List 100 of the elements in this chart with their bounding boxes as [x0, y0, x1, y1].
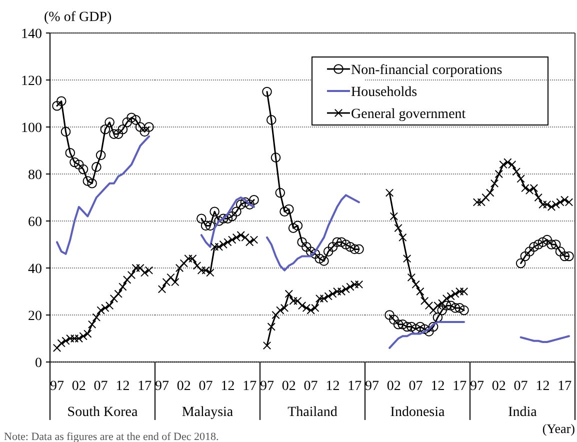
point [415, 322, 426, 332]
point [96, 150, 106, 160]
point [87, 178, 97, 188]
point [56, 96, 66, 106]
x-tick-label: 17 [452, 379, 467, 394]
x-tick-label: 02 [492, 379, 506, 394]
point [402, 322, 412, 332]
point [494, 170, 504, 178]
x-tick-label: 07 [198, 379, 213, 394]
point [555, 246, 566, 256]
x-tick-label: 12 [220, 379, 235, 394]
point [302, 242, 312, 252]
point [406, 322, 416, 332]
point [533, 240, 544, 250]
point [104, 117, 114, 128]
point [74, 160, 84, 170]
point [442, 294, 451, 303]
point [82, 176, 93, 186]
point [398, 320, 408, 330]
point [410, 324, 421, 334]
point [472, 198, 482, 206]
point [546, 240, 556, 250]
point [280, 206, 290, 216]
point [407, 273, 416, 282]
point [118, 124, 128, 134]
x-axis-title: India [508, 405, 538, 420]
x-axis-title: Thailand [288, 405, 338, 420]
point [525, 186, 534, 195]
x-tick-label: 07 [408, 379, 423, 394]
point [276, 306, 284, 314]
point [516, 258, 526, 268]
x-tick-label: 07 [304, 379, 318, 394]
point [84, 330, 92, 338]
point [350, 244, 360, 254]
point [52, 344, 62, 352]
x-tick-label: 97 [155, 379, 169, 394]
point [135, 122, 146, 132]
point [218, 214, 228, 224]
point [446, 300, 456, 310]
x-tick-label: 02 [386, 379, 401, 394]
point [428, 322, 438, 332]
point [105, 302, 114, 310]
x-tick-label: 17 [558, 379, 572, 394]
point [534, 193, 542, 202]
point [420, 324, 430, 334]
point [267, 322, 276, 331]
x-tick-label: 97 [50, 379, 64, 394]
point [340, 240, 351, 250]
point [126, 112, 136, 122]
point [319, 256, 329, 266]
point [228, 236, 236, 244]
point [306, 306, 315, 314]
x-tick-label: 07 [514, 379, 528, 394]
point [262, 341, 272, 350]
point [275, 188, 286, 198]
point [122, 117, 132, 128]
point [529, 242, 539, 252]
point [412, 280, 420, 289]
point [524, 246, 534, 256]
point [60, 126, 71, 137]
point [538, 237, 548, 248]
x-tick-label: 07 [94, 379, 108, 394]
point [288, 223, 298, 233]
point [224, 238, 232, 246]
point [236, 200, 246, 210]
point [486, 188, 494, 197]
point [144, 122, 154, 132]
point [310, 249, 320, 259]
point [175, 264, 184, 272]
point [92, 313, 101, 322]
point [292, 220, 303, 231]
point [244, 200, 255, 210]
point [222, 214, 233, 224]
point [192, 262, 202, 270]
y-tick-label: 60 [28, 214, 42, 230]
point [78, 164, 88, 174]
x-axis-title: Indonesia [390, 405, 446, 420]
point [262, 86, 272, 97]
x-tick-label: 17 [138, 379, 152, 394]
point [284, 204, 294, 214]
point [446, 292, 455, 300]
x-tick-label: 97 [365, 379, 379, 394]
x-tick-label: 12 [536, 379, 550, 394]
point [270, 152, 281, 162]
x-tick-label: 12 [326, 379, 340, 394]
point [122, 276, 132, 284]
point [96, 306, 105, 314]
point [482, 193, 490, 202]
point [266, 115, 276, 125]
point [323, 246, 334, 256]
point [70, 157, 80, 168]
point [57, 339, 66, 348]
point [416, 287, 424, 296]
x-tick-label: 12 [116, 379, 130, 394]
point [454, 303, 465, 313]
point [398, 233, 407, 242]
legend-label: Households [351, 84, 418, 100]
x-tick-label: 02 [176, 379, 191, 394]
point [336, 237, 346, 248]
point [88, 320, 96, 328]
